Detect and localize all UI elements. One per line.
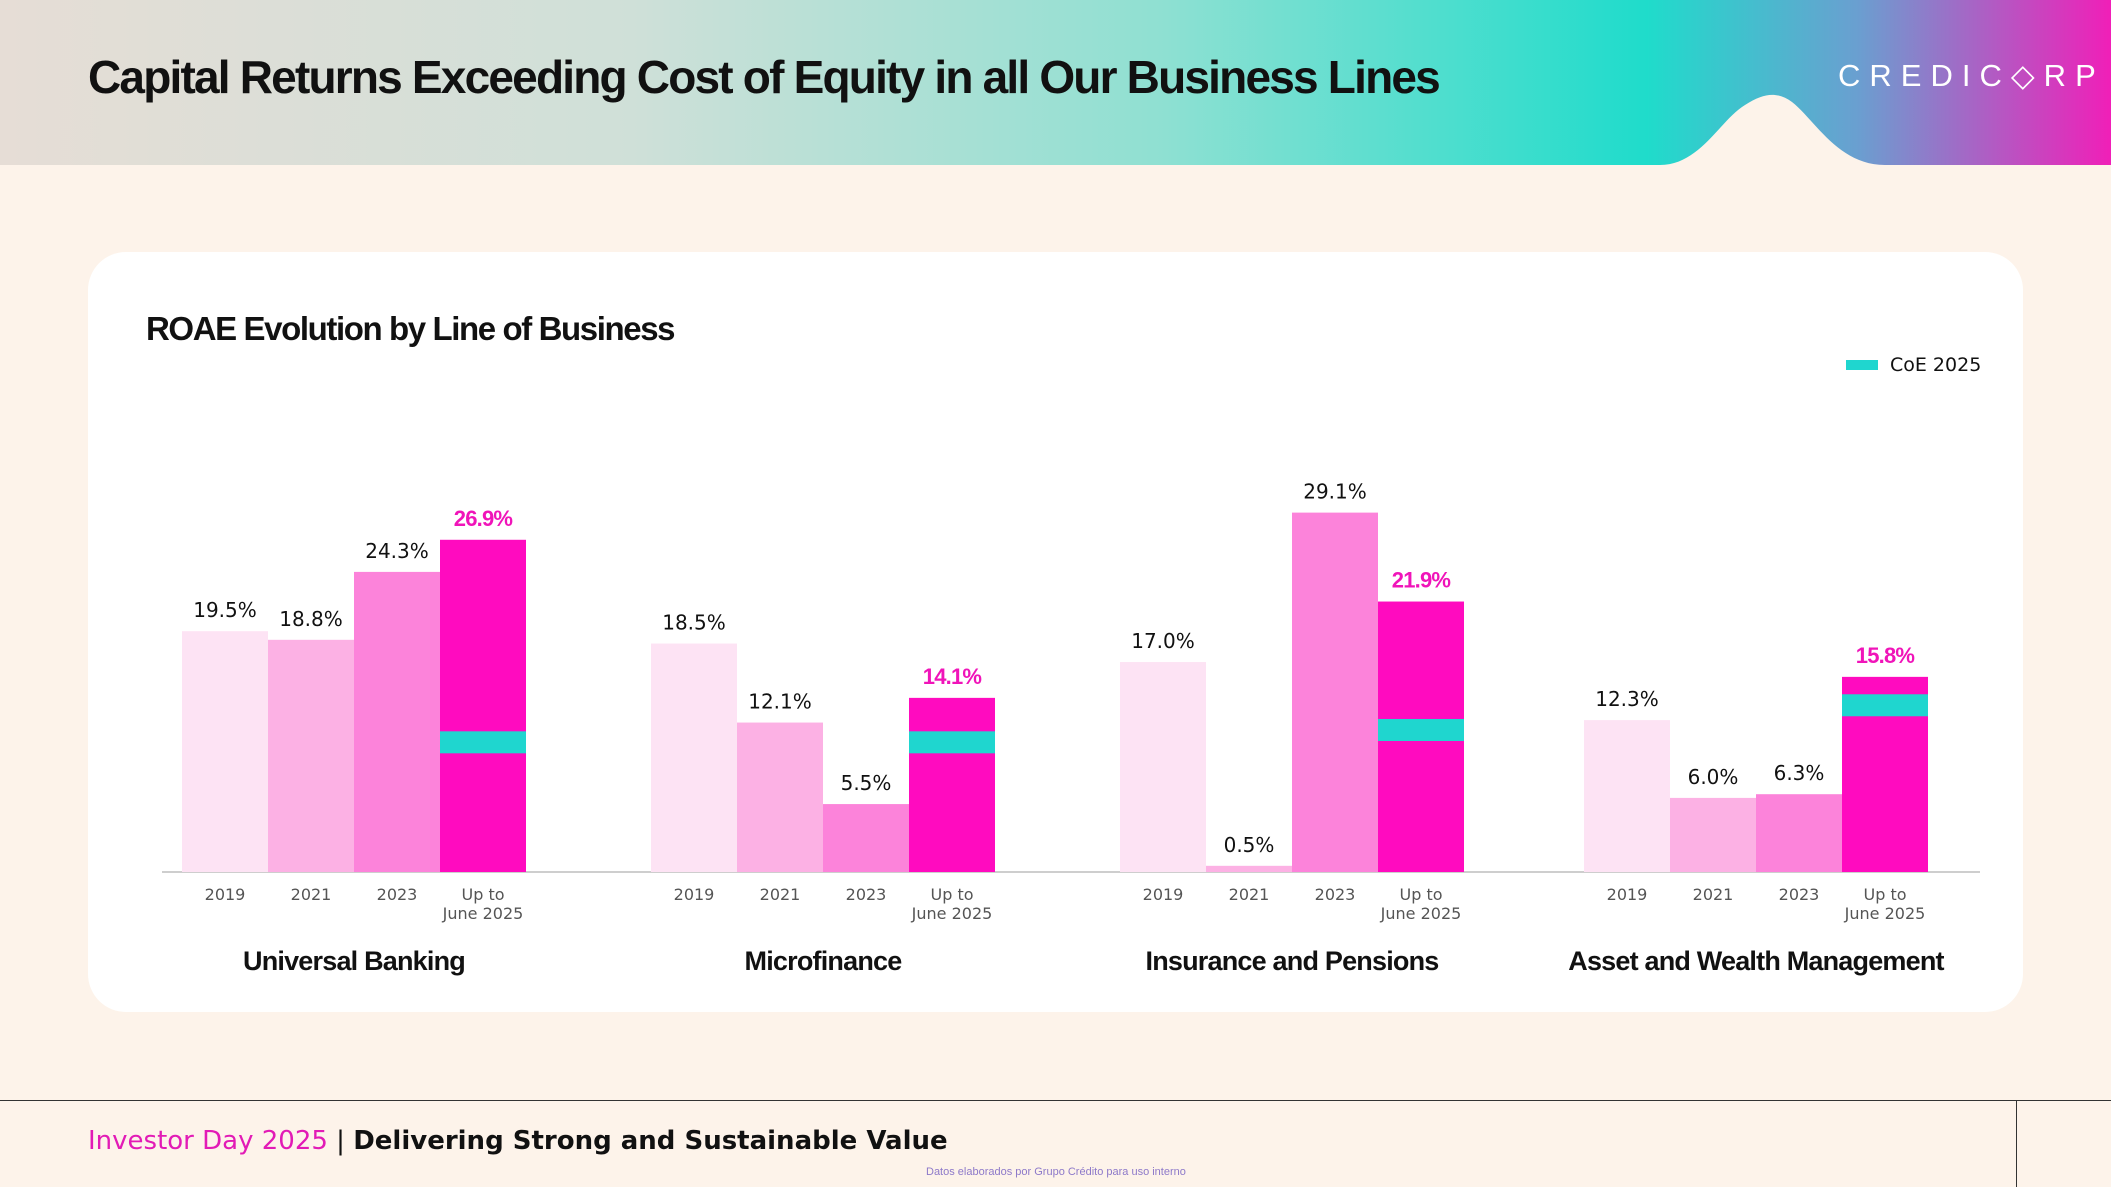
data-label-asset-and-wealth-management-2023: 6.3% [1774,761,1825,785]
data-label-universal-banking-2019: 19.5% [193,598,257,622]
bar-insurance-and-pensions-2019 [1120,662,1206,872]
footer-divider [0,1100,2111,1101]
group-label-insurance-and-pensions: Insurance and Pensions [1146,946,1439,976]
data-label-microfinance-2023: 5.5% [841,771,892,795]
footer-separator: | [327,1126,354,1156]
footer-vertical-divider [2016,1100,2017,1187]
x-tick-label-asset-and-wealth-management-up-to-june-2025: Up to June 2025 [1844,885,1926,923]
x-tick-label-universal-banking-up-to-june-2025: Up to June 2025 [442,885,524,923]
x-tick-label-asset-and-wealth-management-2021: 2021 [1693,885,1734,904]
x-tick-label-insurance-and-pensions-2019: 2019 [1143,885,1184,904]
x-tick-label-universal-banking-2021: 2021 [291,885,332,904]
chart-title: ROAE Evolution by Line of Business [146,310,676,347]
data-label-microfinance-2019: 18.5% [662,611,726,635]
bar-asset-and-wealth-management-2019 [1584,720,1670,872]
coe-band-universal-banking [440,731,526,754]
coe-band-microfinance [909,731,995,754]
data-label-universal-banking-2023: 24.3% [365,539,429,563]
footer-tagline: Delivering Strong and Sustainable Value [353,1126,948,1156]
header-wave-shape [1660,94,1885,165]
x-tick-label-universal-banking-2019: 2019 [205,885,246,904]
credicorp-logo: CREDIC◇RP [1838,58,2105,93]
footer-note: Datos elaborados por Grupo Crédito para … [926,1166,1186,1178]
bar-insurance-and-pensions-2021 [1206,865,1292,872]
x-tick-label-insurance-and-pensions-2021: 2021 [1229,885,1270,904]
bar-universal-banking-2023 [354,571,440,872]
bar-microfinance-2021 [737,722,823,872]
data-label-insurance-and-pensions-2019: 17.0% [1131,629,1195,653]
legend-label: CoE 2025 [1890,354,1982,376]
page-title: Capital Returns Exceeding Cost of Equity… [88,51,1441,103]
bar-universal-banking-2021 [268,639,354,872]
bar-asset-and-wealth-management-2023 [1756,794,1842,872]
legend: CoE 2025 [1846,354,1981,376]
footer-event: Investor Day 2025 [88,1126,328,1156]
coe-band-asset-and-wealth-management [1842,694,1928,717]
data-label-universal-banking-2021: 18.8% [279,607,343,631]
bar-microfinance-up-to-june-2025 [909,697,995,872]
data-label-asset-and-wealth-management-up-to-june-2025: 15.8% [1856,643,1915,668]
data-label-asset-and-wealth-management-2019: 12.3% [1595,687,1659,711]
footer-text: Investor Day 2025 | Delivering Strong an… [88,1126,948,1156]
bar-universal-banking-up-to-june-2025 [440,539,526,872]
x-tick-label-microfinance-2021: 2021 [760,885,801,904]
data-label-insurance-and-pensions-2021: 0.5% [1224,833,1275,857]
group-label-microfinance: Microfinance [745,946,903,976]
x-tick-label-microfinance-2019: 2019 [674,885,715,904]
data-label-microfinance-up-to-june-2025: 14.1% [923,664,982,689]
coe-band-insurance-and-pensions [1378,718,1464,741]
data-label-insurance-and-pensions-2023: 29.1% [1303,480,1367,504]
x-tick-label-universal-banking-2023: 2023 [377,885,418,904]
x-tick-label-microfinance-2023: 2023 [846,885,887,904]
data-label-universal-banking-up-to-june-2025: 26.9% [454,506,513,531]
data-label-insurance-and-pensions-up-to-june-2025: 21.9% [1392,568,1451,593]
x-tick-label-microfinance-up-to-june-2025: Up to June 2025 [911,885,993,923]
bar-insurance-and-pensions-2023 [1292,512,1378,872]
bar-asset-and-wealth-management-2021 [1670,797,1756,872]
bar-universal-banking-2019 [182,631,268,872]
x-tick-label-insurance-and-pensions-2023: 2023 [1315,885,1356,904]
data-label-asset-and-wealth-management-2021: 6.0% [1688,765,1739,789]
group-label-universal-banking: Universal Banking [243,946,465,976]
bar-microfinance-2019 [651,643,737,872]
bar-microfinance-2023 [823,804,909,872]
legend-swatch-coe [1846,360,1878,370]
x-tick-label-insurance-and-pensions-up-to-june-2025: Up to June 2025 [1380,885,1462,923]
x-tick-label-asset-and-wealth-management-2023: 2023 [1779,885,1820,904]
roae-chart: 19.5% 2019 18.8% 2021 24.3% 2023 26.9% Up to Jun… [162,480,1980,976]
x-tick-label-asset-and-wealth-management-2019: 2019 [1607,885,1648,904]
group-label-asset-and-wealth-management: Asset and Wealth Management [1568,946,1944,976]
data-label-microfinance-2021: 12.1% [748,690,812,714]
